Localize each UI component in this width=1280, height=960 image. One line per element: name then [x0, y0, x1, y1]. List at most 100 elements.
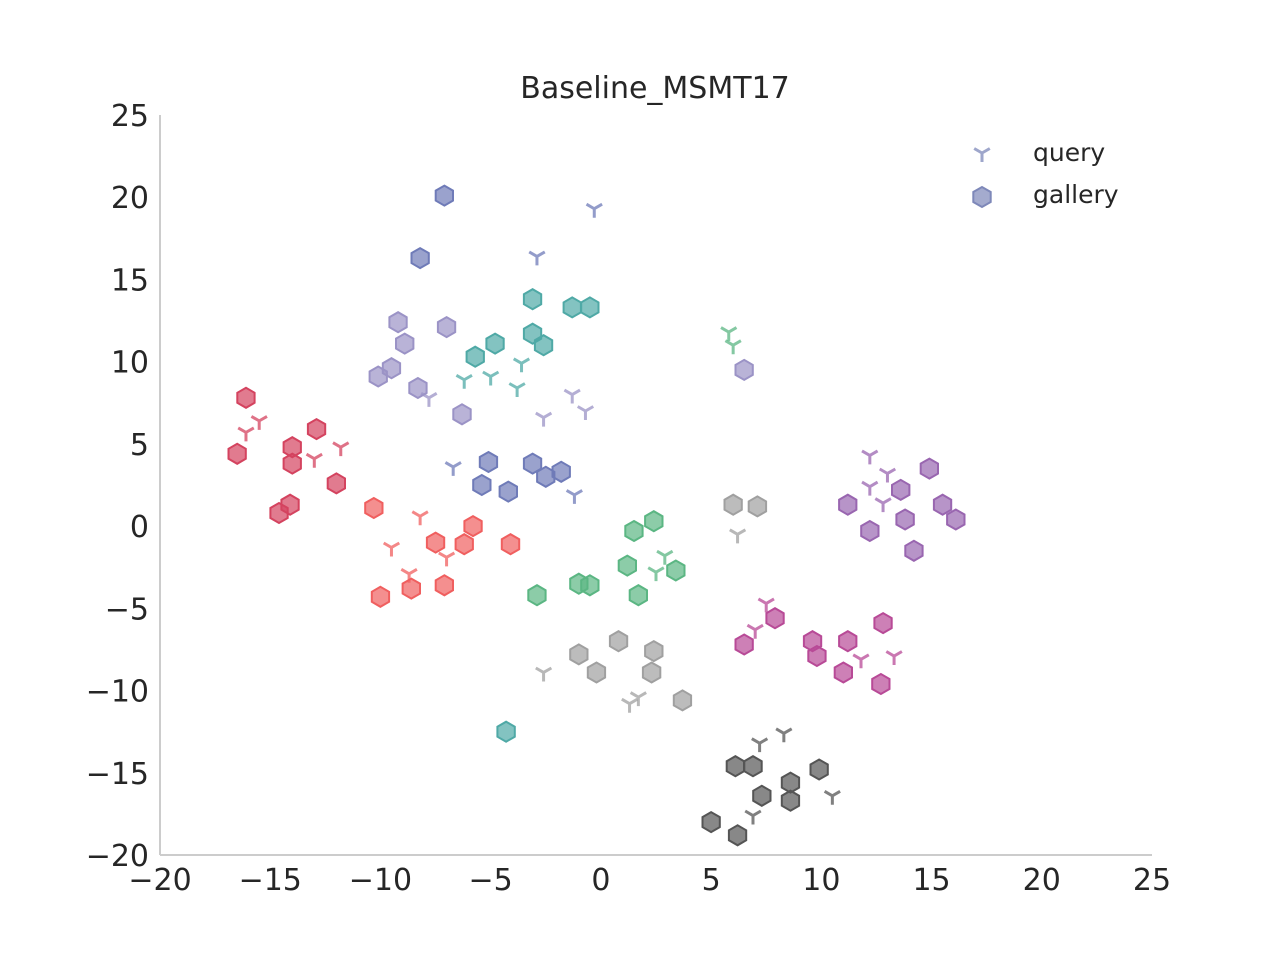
gallery-point [904, 539, 924, 562]
gallery-point [388, 311, 408, 334]
query-point [852, 653, 870, 669]
identity-cluster [527, 326, 742, 607]
x-tick-label: 5 [702, 863, 721, 898]
query-point [382, 541, 401, 557]
query-point [411, 510, 429, 526]
identity-cluster [838, 449, 966, 562]
identity-cluster [455, 288, 600, 743]
gallery-point [932, 493, 953, 516]
gallery-point [236, 386, 256, 409]
query-point [438, 551, 456, 567]
gallery-point [436, 315, 457, 339]
query-point [482, 370, 500, 386]
gallery-point [780, 789, 801, 812]
gallery-point [723, 493, 743, 516]
gallery-point [452, 403, 472, 426]
query-point [724, 339, 742, 355]
gallery-point [500, 533, 521, 556]
legend-label: query [1033, 138, 1105, 167]
legend-label: gallery [1033, 180, 1119, 209]
gallery-point [891, 478, 911, 502]
gallery-point [463, 514, 483, 538]
gallery-point [644, 639, 664, 663]
gallery-point [381, 357, 402, 380]
gallery-point [666, 559, 686, 582]
gallery-point [434, 184, 454, 207]
gallery-point [641, 661, 662, 684]
gallery-point [401, 577, 421, 600]
y-tick-label: 15 [111, 263, 149, 298]
query-point [878, 467, 897, 483]
x-tick-label: 25 [1133, 863, 1171, 898]
x-tick-label: 20 [1023, 863, 1061, 898]
gallery-point [569, 643, 589, 666]
data-points [227, 184, 966, 847]
gallery-point [425, 531, 446, 554]
query-point [305, 452, 323, 468]
gallery-point [478, 450, 499, 474]
gallery-point [617, 554, 637, 577]
y-tick-label: −15 [86, 757, 149, 792]
gallery-point [522, 288, 543, 311]
gallery-point [765, 607, 785, 630]
y-tick-label: 0 [130, 510, 149, 545]
query-point [746, 623, 764, 639]
query-point [528, 250, 546, 266]
gallery-point [624, 519, 644, 543]
y-tick-label: 20 [111, 181, 149, 216]
gallery-point [580, 574, 600, 597]
gallery-point [227, 442, 247, 465]
gallery-point [465, 345, 485, 368]
query-point [720, 326, 738, 342]
gallery-point [809, 758, 829, 781]
gallery-point [533, 334, 554, 357]
gallery-point [734, 633, 754, 656]
query-point [621, 697, 639, 713]
identity-cluster [701, 727, 841, 847]
gallery-point [282, 452, 302, 475]
query-point [535, 666, 553, 682]
gallery-point [734, 358, 754, 382]
x-tick-label: 0 [591, 863, 610, 898]
identity-cluster [535, 493, 768, 713]
gallery-point [498, 480, 518, 503]
gallery-point [752, 784, 772, 807]
y-tick-label: 25 [111, 99, 149, 134]
chart-title: Baseline_MSMT17 [520, 71, 790, 106]
gallery-point [725, 755, 745, 778]
query-point [237, 426, 255, 442]
gallery-point [895, 508, 915, 531]
x-tick-label: −15 [239, 863, 302, 898]
gallery-point [701, 810, 721, 834]
query-point [585, 202, 603, 218]
gallery-point [410, 246, 430, 270]
gallery-point [586, 661, 607, 684]
query-point [861, 449, 879, 465]
gallery-point [580, 296, 600, 319]
gallery-point [551, 460, 571, 483]
query-point [647, 566, 665, 582]
query-point [757, 597, 775, 613]
gallery-point [522, 452, 543, 475]
gallery-point [743, 755, 763, 778]
y-tick-label: 5 [130, 428, 149, 463]
gallery-point [527, 584, 547, 607]
y-tick-label: 10 [111, 346, 149, 381]
query-point [823, 790, 841, 805]
gallery-point [370, 585, 391, 608]
identity-cluster [227, 386, 350, 525]
identity-cluster [410, 184, 603, 504]
gallery-point [807, 644, 827, 668]
gallery-point [860, 519, 880, 543]
query-point [629, 691, 647, 707]
query-point [744, 809, 762, 825]
y-tick-label: −5 [105, 592, 149, 627]
query-point [656, 549, 674, 565]
x-tick-label: −20 [128, 863, 191, 898]
gallery-point [472, 473, 492, 497]
gallery-point [747, 495, 768, 518]
gallery-point [672, 689, 693, 712]
x-tick-label: 10 [802, 863, 840, 898]
gallery-point [628, 584, 648, 607]
query-point [535, 411, 553, 427]
